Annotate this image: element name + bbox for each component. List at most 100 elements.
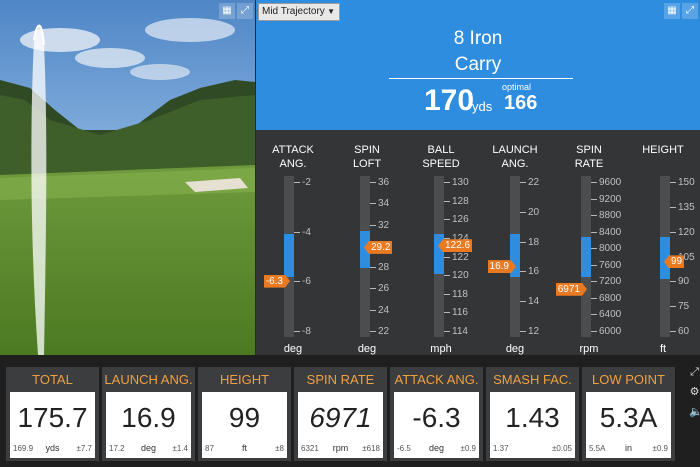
optimal-label: optimal (502, 82, 532, 92)
gauge-tick-label: 12 (528, 326, 540, 337)
gauge-tick-label: 26 (378, 283, 390, 295)
gauge-unit: ft (659, 343, 667, 355)
gauge-range-fill (284, 233, 294, 278)
gauge-tick (591, 314, 597, 316)
gauge-tick (370, 182, 376, 183)
gauge-tick-label: 6000 (599, 326, 622, 337)
tile-label: ATTACK ANG. (394, 372, 479, 387)
carry-value: 170 (424, 84, 475, 117)
expand-icon[interactable]: ⤢ (690, 366, 699, 378)
gear-icon[interactable]: ⚙ (689, 386, 700, 398)
chevron-down-icon: ▼ (327, 7, 335, 16)
tile-deviation: ±0.9 (460, 444, 476, 453)
gauge-tick-label: 34 (378, 198, 390, 210)
tile-unit: deg (428, 443, 445, 453)
tile-label: HEIGHT (219, 372, 270, 387)
gauge-launch-angle: LAUNCH ANG. deg 22 20 18 16 14 12 16.9 (478, 130, 552, 355)
trajectory-dropdown[interactable]: Mid Trajectory ▼ (258, 3, 340, 21)
tile-body: 1.43 1.37 ±0.05 (490, 392, 575, 458)
gauge-tick-label: 22 (378, 326, 390, 337)
gauge-tick (444, 293, 450, 295)
gauge-tick-label: 114 (452, 326, 468, 337)
tile-attack-angle[interactable]: ATTACK ANG. -6.3 -6.5 deg ±0.9 (390, 367, 483, 461)
tile-total[interactable]: TOTAL 175.7 169.9 yds ±7.7 (6, 367, 99, 461)
gauge-tick-label: 28 (378, 262, 390, 274)
tile-launch-angle[interactable]: LAUNCH ANG. 16.9 17.2 deg ±1.4 (102, 367, 195, 461)
tile-previous: 87 (205, 444, 214, 453)
dropdown-label: Mid Trajectory (262, 6, 325, 17)
tile-height[interactable]: HEIGHT 99 87 ft ±8 (198, 367, 291, 461)
gauge-value-flag: 122.6 (438, 239, 473, 253)
tile-label: TOTAL (32, 372, 73, 387)
gauge-tick (670, 206, 676, 208)
gauge-tick-label: 90 (678, 276, 690, 288)
gauge-unit: rpm (579, 343, 599, 355)
tile-deviation: ±0.9 (652, 444, 668, 453)
gauge-tick (670, 231, 676, 233)
data-panel: Mid Trajectory ▼ ▦ ⤢ 8 Iron Carry 170 yds… (256, 0, 700, 355)
gauge-tick (520, 271, 526, 273)
expand-icon[interactable]: ⤢ (682, 3, 698, 19)
gauge-tick (444, 275, 450, 277)
gauge-range-fill (510, 233, 520, 278)
gauge-tick-label: 118 (452, 288, 468, 300)
gauge-tick-label: 120 (452, 270, 469, 282)
gauge-tick-label: 16 (528, 266, 540, 278)
tile-spin-rate[interactable]: SPIN RATE 6971 6321 rpm ±618 (294, 367, 387, 461)
tile-value: 99 (228, 402, 261, 433)
tile-label: LAUNCH ANG. (104, 372, 193, 387)
gauge-spin-loft: SPIN LOFT deg 363432302826242229.2 (330, 130, 404, 355)
tile-value: 6971 (309, 402, 372, 433)
gauge-tick-label: 32 (378, 219, 390, 231)
gauge-tick-label: 8400 (599, 226, 622, 238)
gauge-title: LAUNCH ANG. (492, 144, 538, 170)
tile-deviation: ±0.05 (552, 444, 572, 453)
gauge-tick (444, 331, 450, 332)
tile-body: 175.7 169.9 yds ±7.7 (10, 392, 95, 458)
gauge-tick (520, 211, 526, 213)
tile-unit: yds (45, 443, 60, 453)
gauge-tick (294, 231, 300, 233)
gauge-tick-label: 122 (452, 251, 469, 263)
gauge-tick (591, 231, 597, 233)
tile-unit: rpm (332, 443, 349, 453)
tile-unit: in (624, 443, 632, 453)
gauge-tick (294, 331, 300, 332)
stats-bar: TOTAL 175.7 169.9 yds ±7.7 LAUNCH ANG. 1… (0, 355, 700, 467)
gauge-tick (591, 281, 597, 283)
gauge-tick (591, 215, 597, 217)
gauge-tick (444, 219, 450, 221)
expand-icon[interactable]: ⤢ (237, 3, 253, 19)
gauge-tick (670, 331, 676, 332)
gauge-tick-label: 20 (528, 206, 540, 218)
gauge-title: ATTACK ANG. (272, 144, 314, 170)
gauge-tick-label: 126 (452, 214, 469, 226)
trajectory-scene: ▦ ⤢ (0, 0, 255, 355)
tile-value: 175.7 (17, 402, 88, 433)
grid-icon[interactable]: ▦ (219, 3, 235, 19)
tile-previous: 17.2 (109, 444, 125, 453)
tile-low-point[interactable]: LOW POINT 5.3A 5.5A in ±0.9 (582, 367, 675, 461)
tile-deviation: ±618 (362, 444, 380, 453)
grid-icon[interactable]: ▦ (664, 3, 680, 19)
gauge-tick-label: 6800 (599, 292, 622, 304)
metric-name: Carry (454, 54, 502, 75)
gauge-tick-label: 18 (528, 236, 540, 248)
tile-smash-factor[interactable]: SMASH FAC. 1.43 1.37 ±0.05 (486, 367, 579, 461)
gauge-tick-label: -4 (302, 226, 311, 238)
divider (389, 78, 573, 79)
speaker-icon[interactable]: 🔈 (689, 406, 700, 418)
carry-unit: yds (472, 99, 493, 114)
gauge-tick-label: 24 (378, 304, 390, 316)
gauge-ball-speed: BALL SPEED mph 130 128 126 124 122 120 118 116 1… (404, 130, 478, 355)
gauge-bar (660, 176, 670, 337)
gauge-tick-label: 124 (452, 232, 469, 244)
gauge-bar (360, 176, 370, 337)
gauge-bar (434, 176, 444, 337)
gauge-range-fill (434, 233, 444, 275)
gauge-value-flag: 16.9 (488, 260, 516, 273)
tile-deviation: ±1.4 (172, 444, 188, 453)
gauge-tick (670, 182, 676, 183)
carry-summary: Mid Trajectory ▼ ▦ ⤢ 8 Iron Carry 170 yds… (256, 0, 700, 130)
gauge-tick-label: 150 (678, 177, 695, 188)
